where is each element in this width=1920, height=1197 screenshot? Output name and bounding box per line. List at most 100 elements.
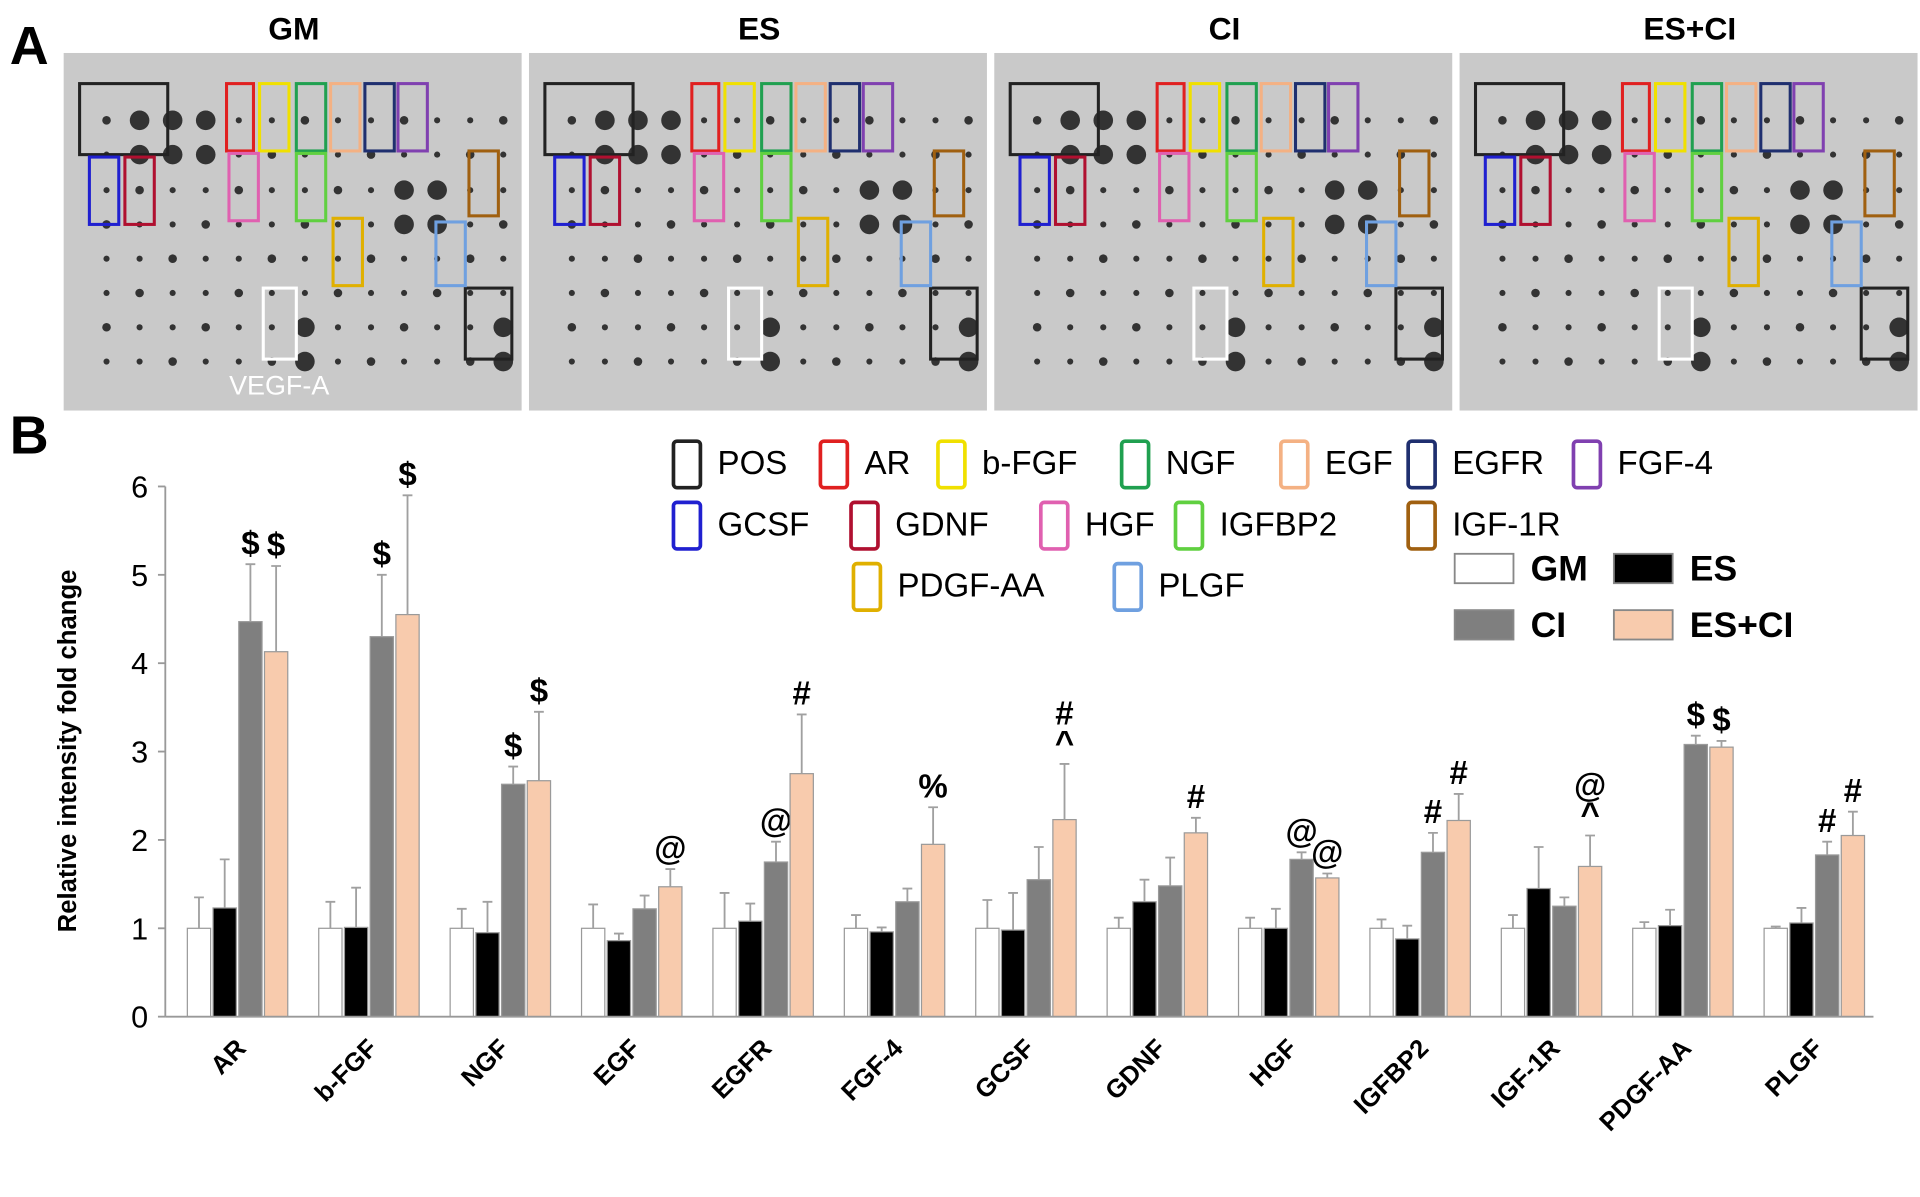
legend-label: EGFR (1452, 445, 1544, 482)
blot-dot (832, 254, 841, 263)
blot-image (63, 52, 522, 411)
legend-label: AR (864, 445, 910, 482)
blot-dot (1565, 324, 1572, 331)
blot-dot (467, 221, 474, 228)
blot-dot (800, 221, 807, 228)
blot-dot (765, 116, 775, 125)
blot-dot (1796, 358, 1804, 365)
blot-dot (334, 221, 342, 228)
error-bar (902, 887, 913, 902)
error-bar (1296, 851, 1307, 860)
blot-dot (1498, 322, 1507, 332)
blot-image (994, 52, 1453, 411)
blot-box (929, 286, 979, 361)
blot-dot (1830, 324, 1837, 331)
blot-dot (1796, 289, 1804, 297)
blot-dot (964, 220, 973, 229)
bar (920, 843, 946, 1018)
blot-dot (734, 324, 741, 331)
blot-dot (1532, 358, 1539, 365)
blot-dot (1225, 351, 1246, 372)
blot-box (1262, 216, 1295, 288)
blot-dot (103, 255, 110, 262)
blot-dot (201, 220, 210, 229)
blot-dot (1166, 358, 1173, 365)
blot-box (1690, 82, 1724, 153)
legend-label: IGF-1R (1452, 506, 1560, 543)
legend-label: b-FGF (982, 445, 1077, 482)
blot-box (543, 82, 635, 157)
legend-box (1173, 500, 1205, 551)
error-bar (1033, 846, 1044, 880)
significance-marker: % (918, 768, 947, 805)
blot-dot (1264, 288, 1273, 298)
blot-dot (667, 289, 675, 297)
blot-dot (334, 151, 342, 158)
significance-marker: # (1424, 794, 1442, 831)
blot-dot (732, 254, 742, 263)
blot-dot (666, 322, 676, 332)
blot-dot (634, 221, 642, 228)
blot-dot (1032, 116, 1042, 125)
error-bar (665, 868, 676, 887)
blot-dot (102, 322, 111, 332)
blot-dot (1565, 221, 1572, 228)
blot-dot (1397, 289, 1404, 297)
bar (526, 780, 552, 1018)
blot-dot (1232, 187, 1239, 194)
blot-dot (202, 289, 209, 297)
blot-dot (767, 289, 774, 297)
blot-dot (1889, 351, 1909, 372)
blot-dot (1795, 116, 1805, 125)
blot-dot (866, 358, 873, 365)
blot-dot (568, 289, 575, 297)
blot-dot (1631, 358, 1638, 365)
error-bar (639, 894, 650, 909)
x-tick-label: PLGF (1760, 1034, 1828, 1102)
error-bar (1376, 918, 1387, 929)
bar (186, 927, 212, 1018)
y-tick-label: 3 (131, 736, 148, 770)
error-bar (271, 565, 282, 652)
bar (1446, 819, 1471, 1018)
blot-dot (1597, 220, 1606, 229)
blot-dot (798, 185, 808, 195)
bar (1632, 927, 1657, 1018)
blot-dot (1730, 221, 1737, 228)
blot-dot (567, 116, 577, 125)
blot-dot (1790, 180, 1810, 200)
blot-dot (767, 255, 774, 262)
blot-dot (1298, 289, 1305, 297)
blot-dot (1664, 289, 1671, 297)
blot-dot (235, 255, 242, 262)
blot-dot (295, 351, 315, 372)
blot-dot (1894, 116, 1904, 125)
blot-dot (1630, 185, 1639, 195)
blot-dot (1297, 357, 1306, 366)
blot-dot (268, 187, 275, 194)
blot-dot (1532, 255, 1539, 262)
blot-dot (965, 151, 972, 158)
blot-dot (103, 187, 110, 194)
blot-dot (1763, 324, 1770, 331)
blot-dot (1894, 220, 1904, 229)
blot-dot (1231, 116, 1240, 125)
blot-box (861, 82, 895, 153)
blot-dot (734, 117, 741, 124)
blot-dot (666, 220, 676, 229)
blot-dot (467, 117, 474, 124)
x-tick-label: GDNF (1100, 1034, 1171, 1105)
error-bar (1139, 878, 1150, 902)
blot-dot (169, 289, 176, 297)
blot-dot (1065, 288, 1075, 298)
blot-dot (500, 187, 507, 194)
blot-dot (135, 185, 144, 195)
blot-box (1725, 82, 1758, 153)
y-tick-label: 6 (131, 470, 148, 504)
legend-label: HGF (1085, 506, 1155, 543)
blot-box (1018, 155, 1051, 226)
blot-dot (1199, 187, 1206, 194)
bar (1026, 879, 1052, 1018)
blot-title: ES+CI (1643, 11, 1736, 47)
blot-dot (366, 254, 376, 263)
